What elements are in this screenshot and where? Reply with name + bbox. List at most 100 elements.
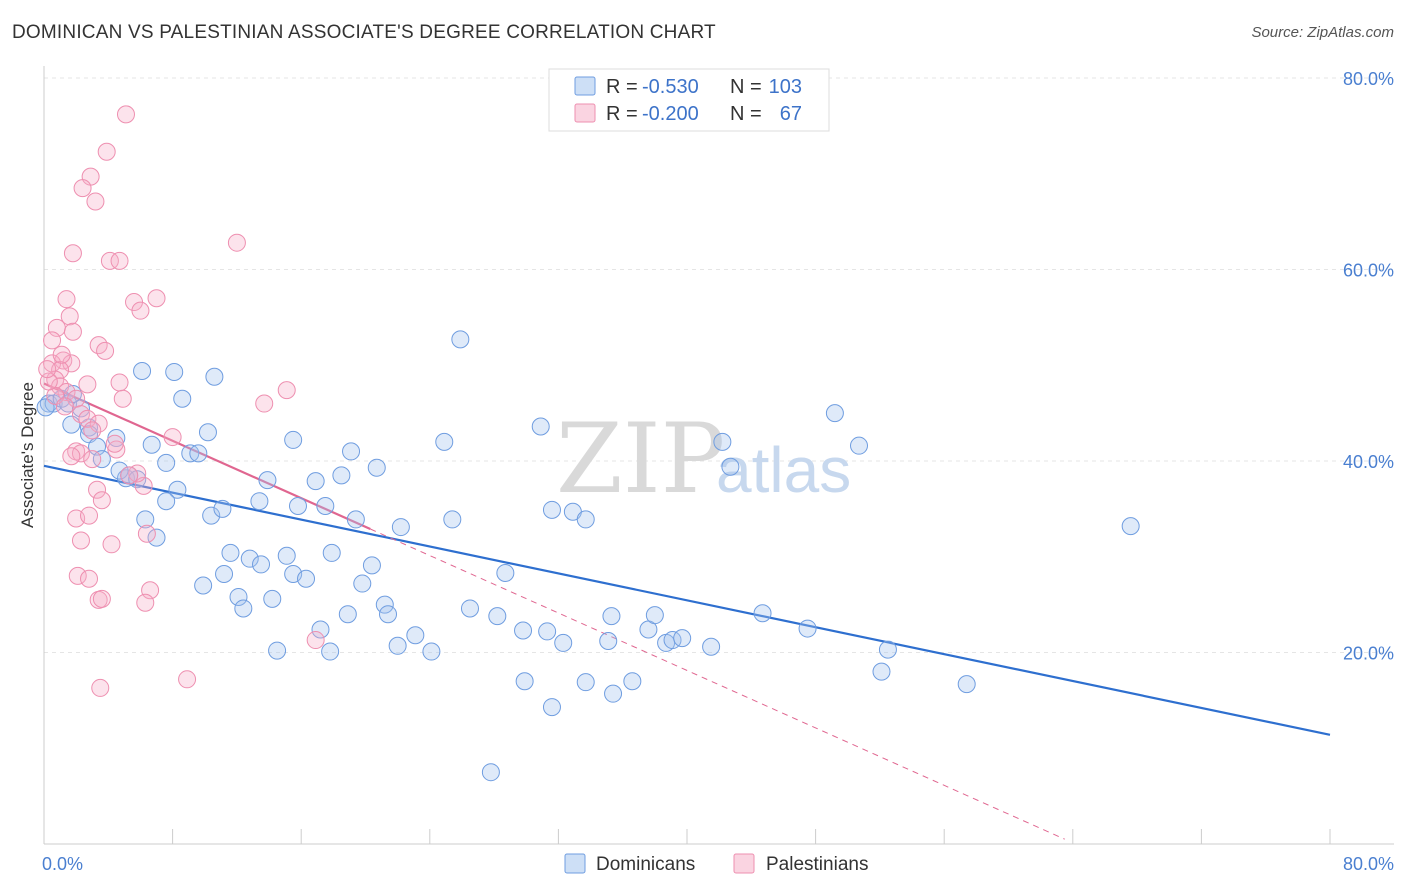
- dominicans-point: [157, 453, 176, 472]
- palestinians-point: [137, 524, 156, 543]
- legend-bottom-label-dominicans: Dominicans: [596, 854, 695, 875]
- dominicans-point: [136, 510, 155, 529]
- legend-n-value-1: 103: [769, 76, 802, 98]
- palestinians-point: [96, 341, 115, 360]
- legend-swatch-palestinians: [574, 103, 596, 123]
- dominicans-point: [957, 675, 976, 694]
- dominicans-point: [297, 569, 316, 588]
- dominicans-point: [221, 543, 240, 562]
- palestinians-point: [63, 244, 82, 263]
- dominicans-point: [673, 629, 692, 648]
- dominicans-point: [872, 662, 891, 681]
- dominicans-point: [531, 417, 550, 436]
- palestinians-point: [78, 409, 97, 428]
- palestinians-point: [83, 421, 102, 440]
- palestinians-point: [78, 375, 97, 394]
- dominicans-point: [215, 564, 234, 583]
- dominicans-trend-line: [43, 464, 1331, 736]
- legend-r-value-2: -0.200: [642, 103, 699, 125]
- tick-labels: 20.0% 40.0% 60.0% 80.0% 0.0% 80.0%: [42, 69, 1394, 874]
- y-tick-label: 60.0%: [1343, 261, 1394, 281]
- y-tick-label: 20.0%: [1343, 644, 1394, 664]
- dominicans-point: [173, 389, 192, 408]
- palestinians-point: [80, 569, 99, 588]
- dominicans-point: [277, 546, 296, 565]
- dominicans-point: [321, 642, 340, 661]
- legend-n-label-1: N =: [730, 76, 762, 98]
- palestinians-point: [38, 360, 57, 379]
- legend-bottom: Dominicans Palestinians: [564, 853, 868, 875]
- palestinians-point: [102, 535, 121, 554]
- dominicans-point: [168, 480, 187, 499]
- x-tick-label: 0.0%: [42, 854, 83, 874]
- dominicans-point: [850, 436, 869, 455]
- dominicans-point: [623, 672, 642, 691]
- dominicans-point: [599, 632, 618, 651]
- dominicans-point: [379, 605, 398, 624]
- dominicans-point: [189, 444, 208, 463]
- dominicans-point: [443, 510, 462, 529]
- palestinians-point: [62, 447, 81, 466]
- palestinians-point: [147, 289, 166, 308]
- palestinians-point: [92, 589, 111, 608]
- legend-r-value-1: -0.530: [642, 76, 699, 98]
- dominicans-point: [258, 471, 277, 490]
- palestinians-point: [88, 480, 107, 499]
- palestinians-point: [57, 383, 76, 402]
- chart-title: DOMINICAN VS PALESTINIAN ASSOCIATE'S DEG…: [12, 22, 716, 43]
- dominicans-point: [252, 555, 271, 574]
- dominicans-point: [602, 607, 621, 626]
- dominicans-point: [702, 637, 721, 656]
- dominicans-point: [110, 461, 129, 480]
- palestinians-point: [68, 566, 87, 585]
- dominicans-point: [288, 497, 307, 516]
- dominicans-point: [92, 450, 111, 469]
- palestinians-trend-line-extended: [370, 528, 1065, 840]
- dominicans-point: [338, 605, 357, 624]
- palestinians-point: [63, 322, 82, 341]
- dominicans-point: [435, 432, 454, 451]
- palestinians-point: [277, 381, 296, 400]
- dominicans-point: [234, 599, 253, 618]
- dominicans-point: [346, 510, 365, 529]
- axes: [43, 66, 1394, 845]
- dominicans-point: [198, 423, 217, 442]
- dominicans-point: [391, 518, 410, 537]
- dominicans-point: [229, 587, 248, 606]
- legend-r-label-2: R =: [606, 103, 638, 125]
- palestinians-point: [97, 142, 116, 161]
- dominicans-point: [406, 626, 425, 645]
- dominicans-point: [263, 589, 282, 608]
- dominicans-point: [194, 576, 213, 595]
- dominicans-point: [342, 442, 361, 461]
- dominicans-point: [268, 641, 287, 660]
- palestinians-point: [227, 233, 246, 252]
- dominicans-point: [1121, 517, 1140, 536]
- dominicans-point: [205, 367, 224, 386]
- dominicans-point: [422, 642, 441, 661]
- legend-r-label-1: R =: [606, 76, 638, 98]
- dominicans-point: [322, 543, 341, 562]
- dominicans-point: [165, 362, 184, 381]
- dominicans-point: [367, 458, 386, 477]
- dominicans-point: [645, 606, 664, 625]
- dominicans-point: [542, 698, 561, 717]
- palestinians-point: [51, 361, 70, 380]
- palestinians-point: [60, 307, 79, 326]
- dominicans-point: [604, 684, 623, 703]
- dominicans-point: [36, 398, 55, 417]
- palestinians-points: [38, 105, 325, 697]
- dominicans-point: [202, 506, 221, 525]
- dominicans-point: [481, 763, 500, 782]
- palestinians-point: [100, 251, 119, 270]
- dominicans-point: [375, 595, 394, 614]
- dominicans-point: [142, 435, 161, 454]
- palestinians-point: [163, 428, 182, 447]
- y-tick-label: 40.0%: [1343, 452, 1394, 472]
- dominicans-point: [488, 607, 507, 626]
- legend-bottom-swatch-palestinians: [733, 853, 755, 874]
- palestinians-point: [89, 414, 108, 433]
- watermark-zip: ZIP: [556, 403, 725, 515]
- legend-n-label-2: N =: [730, 103, 762, 125]
- palestinians-point: [136, 593, 155, 612]
